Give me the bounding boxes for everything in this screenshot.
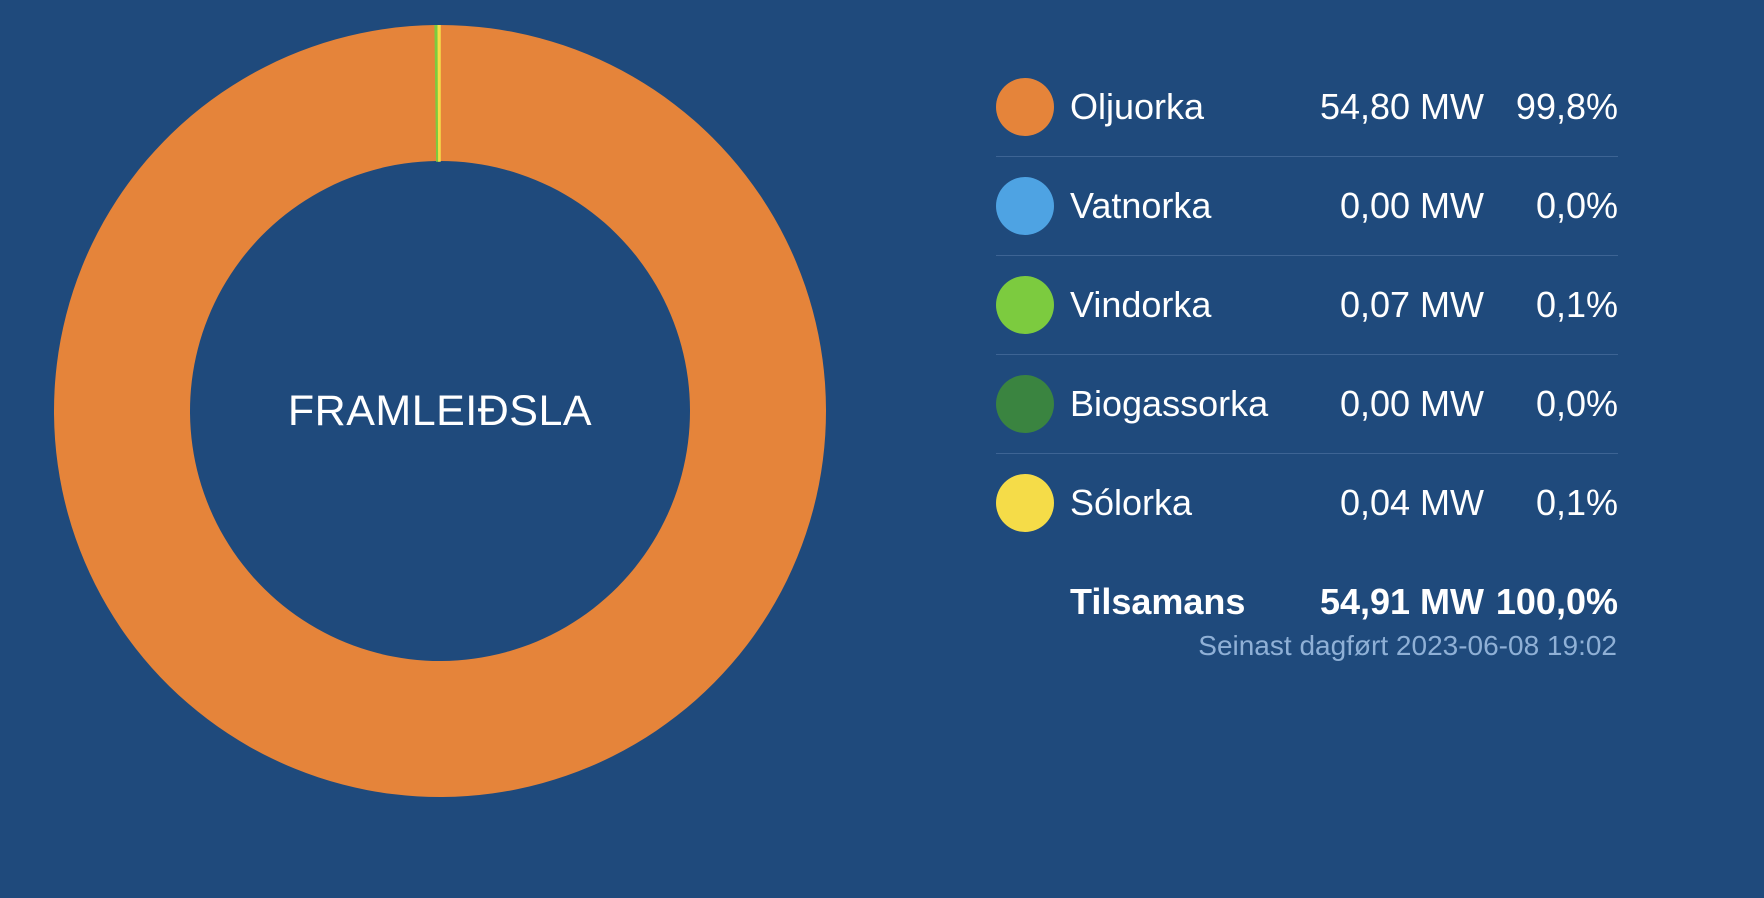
biogassorka-swatch-icon: [996, 375, 1054, 433]
donut-center-label: FRAMLEIÐSLA: [287, 386, 593, 435]
source-name: Oljuorka: [1070, 86, 1205, 127]
total-percent: 100,0%: [1495, 581, 1618, 622]
legend-total-row: Tilsamans 54,91 MW 100,0%: [996, 553, 1618, 652]
source-mw: 54,80 MW: [1319, 86, 1484, 127]
total-mw: 54,91 MW: [1319, 581, 1484, 622]
legend-row-oljuorka: Oljuorka 54,80 MW 99,8%: [996, 58, 1618, 157]
source-mw: 0,00 MW: [1339, 383, 1484, 424]
legend-row-biogassorka: Biogassorka 0,00 MW 0,0%: [996, 355, 1618, 454]
legend: Oljuorka 54,80 MW 99,8% Vatnorka 0,00 MW…: [996, 58, 1618, 652]
source-name: Sólorka: [1070, 482, 1193, 523]
source-percent: 0,0%: [1535, 185, 1618, 226]
last-updated: Seinast dagført 2023-06-08 19:02: [1198, 630, 1617, 661]
source-mw: 0,04 MW: [1339, 482, 1484, 523]
legend-row-vindorka: Vindorka 0,07 MW 0,1%: [996, 256, 1618, 355]
donut-chart: FRAMLEIÐSLA: [54, 25, 826, 797]
source-percent: 0,0%: [1535, 383, 1618, 424]
total-label: Tilsamans: [1070, 581, 1246, 622]
donut-slice-sólorka: [437, 25, 441, 162]
solorka-swatch-icon: [996, 474, 1054, 532]
source-percent: 0,1%: [1535, 482, 1618, 523]
legend-row-vatnorka: Vatnorka 0,00 MW 0,0%: [996, 157, 1618, 256]
donut-svg: [54, 25, 826, 797]
source-percent: 99,8%: [1515, 86, 1618, 127]
donut-slice-oljuorka: [54, 25, 826, 797]
source-percent: 0,1%: [1535, 284, 1618, 325]
source-name: Vindorka: [1070, 284, 1212, 325]
vindorka-swatch-icon: [996, 276, 1054, 334]
source-mw: 0,00 MW: [1339, 185, 1484, 226]
oljuorka-swatch-icon: [996, 78, 1054, 136]
vatnorka-swatch-icon: [996, 177, 1054, 235]
source-name: Vatnorka: [1070, 185, 1212, 226]
source-name: Biogassorka: [1070, 383, 1269, 424]
source-mw: 0,07 MW: [1339, 284, 1484, 325]
legend-row-solorka: Sólorka 0,04 MW 0,1%: [996, 454, 1618, 553]
